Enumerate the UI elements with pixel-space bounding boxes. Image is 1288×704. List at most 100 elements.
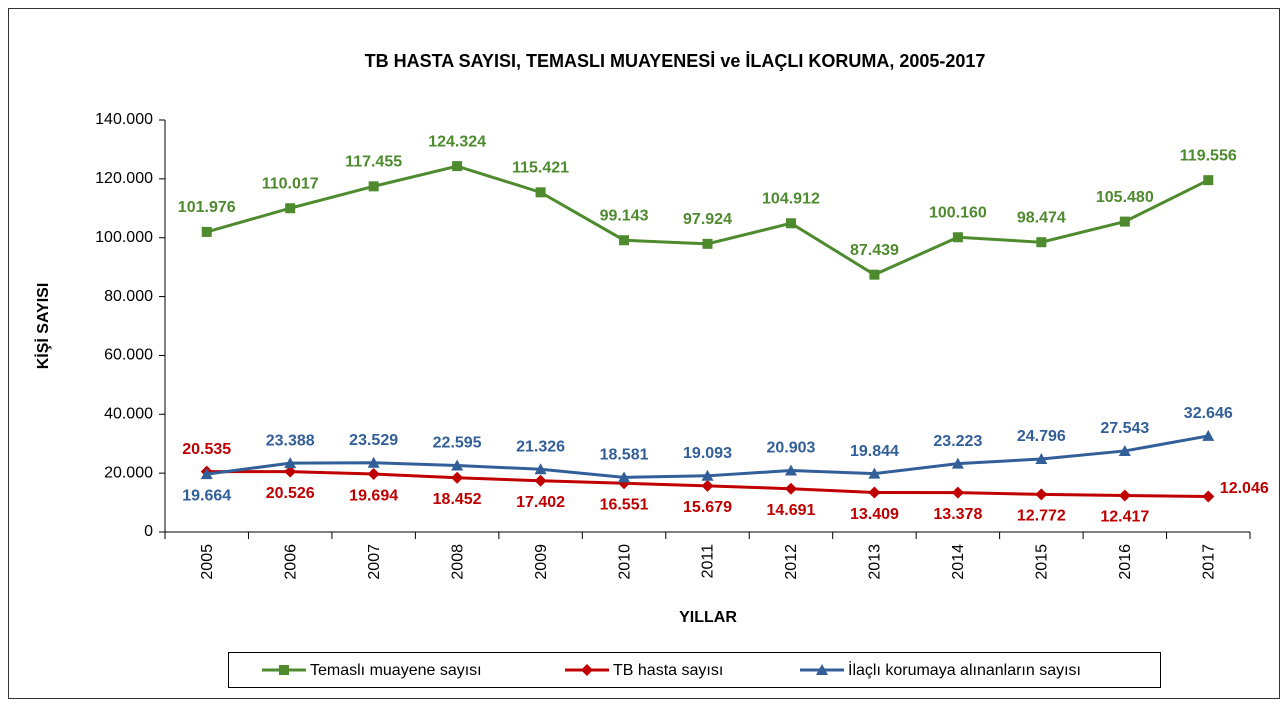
data-label: 13.378 <box>933 506 982 523</box>
data-point <box>1035 453 1048 465</box>
data-point <box>535 187 546 198</box>
data-point <box>1036 237 1047 248</box>
data-point <box>200 468 213 480</box>
data-label: 22.595 <box>433 435 482 452</box>
data-point <box>951 457 964 469</box>
data-point <box>784 482 797 495</box>
data-label: 104.912 <box>762 190 820 207</box>
x-tick-label: 2016 <box>1117 544 1134 580</box>
data-point <box>451 459 464 471</box>
y-tick-label: 80.000 <box>104 288 153 305</box>
data-point <box>367 468 380 481</box>
data-label: 19.093 <box>683 445 732 462</box>
data-label: 19.664 <box>182 487 231 504</box>
data-point <box>1035 488 1048 501</box>
data-label: 12.772 <box>1017 508 1066 525</box>
y-tick-label: 100.000 <box>95 229 153 246</box>
data-label: 23.388 <box>266 432 315 449</box>
data-label: 124.324 <box>428 133 486 150</box>
data-label: 14.691 <box>766 502 815 519</box>
y-tick-label: 140.000 <box>95 111 153 128</box>
data-label: 99.143 <box>600 207 649 224</box>
data-label: 24.796 <box>1017 428 1066 445</box>
x-tick-label: 2012 <box>783 544 800 580</box>
y-tick-label: 40.000 <box>104 406 153 423</box>
data-point <box>1119 216 1130 227</box>
data-label: 115.421 <box>512 160 569 177</box>
data-label: 20.903 <box>766 440 815 457</box>
data-point <box>1118 489 1131 502</box>
data-point <box>284 457 297 469</box>
legend-label: İlaçlı korumaya alınanların sayısı <box>848 660 1081 679</box>
data-point <box>285 203 296 214</box>
legend-label: TB hasta sayısı <box>613 662 723 679</box>
data-point <box>701 469 714 481</box>
data-point <box>534 474 547 487</box>
data-label: 19.844 <box>850 443 899 460</box>
data-label: 21.326 <box>516 438 565 455</box>
data-point <box>618 471 631 483</box>
data-point <box>367 456 380 468</box>
data-label: 117.455 <box>345 154 402 171</box>
data-point <box>868 467 881 479</box>
legend-marker <box>581 664 593 676</box>
data-label: 17.402 <box>516 494 565 511</box>
legend-box <box>228 652 1161 688</box>
legend-marker <box>816 664 828 675</box>
x-tick-label: 2011 <box>700 544 717 579</box>
data-point <box>452 161 463 172</box>
chart-title: TB HASTA SAYISI, TEMASLI MUAYENESİ ve İL… <box>365 51 986 71</box>
x-axis-label: YILLAR <box>679 609 737 626</box>
data-point <box>1202 429 1215 441</box>
data-point <box>952 232 963 243</box>
y-axis-label: KİŞİ SAYISI <box>34 283 52 370</box>
legend-label: Temaslı muayene sayısı <box>310 662 482 679</box>
x-tick-label: 2008 <box>449 544 466 580</box>
data-point <box>702 238 713 249</box>
x-tick-label: 2009 <box>533 544 550 580</box>
data-point <box>451 471 464 484</box>
data-label: 23.529 <box>349 432 398 449</box>
y-tick-label: 20.000 <box>104 464 153 481</box>
legend-marker <box>279 665 289 675</box>
data-point <box>619 235 630 246</box>
data-point <box>785 218 796 229</box>
x-tick-label: 2005 <box>199 544 216 580</box>
data-point <box>701 479 714 492</box>
data-point <box>869 269 880 280</box>
x-tick-label: 2015 <box>1034 544 1051 580</box>
data-label: 97.924 <box>683 211 732 228</box>
data-label: 100.160 <box>929 204 987 221</box>
data-point <box>1118 444 1131 456</box>
data-label: 87.439 <box>850 242 899 259</box>
data-point <box>284 465 297 478</box>
data-point <box>534 463 547 475</box>
data-label: 18.581 <box>600 447 649 464</box>
x-tick-label: 2014 <box>950 544 967 580</box>
data-point <box>868 486 881 499</box>
data-point <box>201 226 212 237</box>
data-label: 20.526 <box>266 485 315 502</box>
x-tick-label: 2006 <box>282 544 299 580</box>
x-tick-label: 2010 <box>616 544 633 580</box>
data-label: 101.976 <box>178 199 236 216</box>
data-point <box>951 486 964 499</box>
data-label: 12.046 <box>1220 480 1269 497</box>
data-label: 27.543 <box>1100 420 1149 437</box>
data-label: 119.556 <box>1180 147 1237 164</box>
data-label: 20.535 <box>182 441 231 458</box>
data-label: 23.223 <box>933 433 982 450</box>
data-label: 19.694 <box>349 487 398 504</box>
data-label: 32.646 <box>1184 405 1233 422</box>
data-label: 18.452 <box>433 491 482 508</box>
y-tick-label: 120.000 <box>95 170 153 187</box>
x-tick-label: 2013 <box>867 544 884 580</box>
data-point <box>368 181 379 192</box>
data-label: 16.551 <box>600 497 649 514</box>
data-label: 98.474 <box>1017 209 1066 226</box>
x-tick-label: 2007 <box>366 544 383 580</box>
data-point <box>784 464 797 476</box>
x-tick-label: 2017 <box>1200 544 1217 580</box>
data-label: 12.417 <box>1100 509 1149 526</box>
